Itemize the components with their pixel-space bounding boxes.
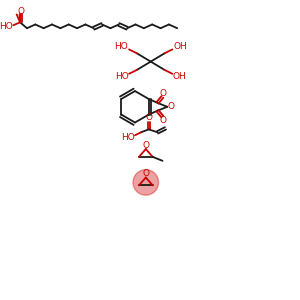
Text: O: O	[18, 7, 25, 16]
Text: OH: OH	[172, 72, 186, 81]
Text: HO: HO	[116, 72, 129, 81]
Circle shape	[133, 169, 159, 195]
Text: HO: HO	[0, 22, 13, 31]
Text: HO: HO	[121, 133, 135, 142]
Text: O: O	[168, 102, 175, 111]
Text: HO: HO	[114, 42, 128, 51]
Text: O: O	[160, 116, 167, 125]
Text: OH: OH	[173, 42, 187, 51]
Circle shape	[133, 169, 159, 195]
Text: O: O	[142, 141, 149, 150]
Text: O: O	[145, 113, 152, 122]
Text: O: O	[160, 88, 167, 98]
Text: O: O	[142, 169, 149, 178]
